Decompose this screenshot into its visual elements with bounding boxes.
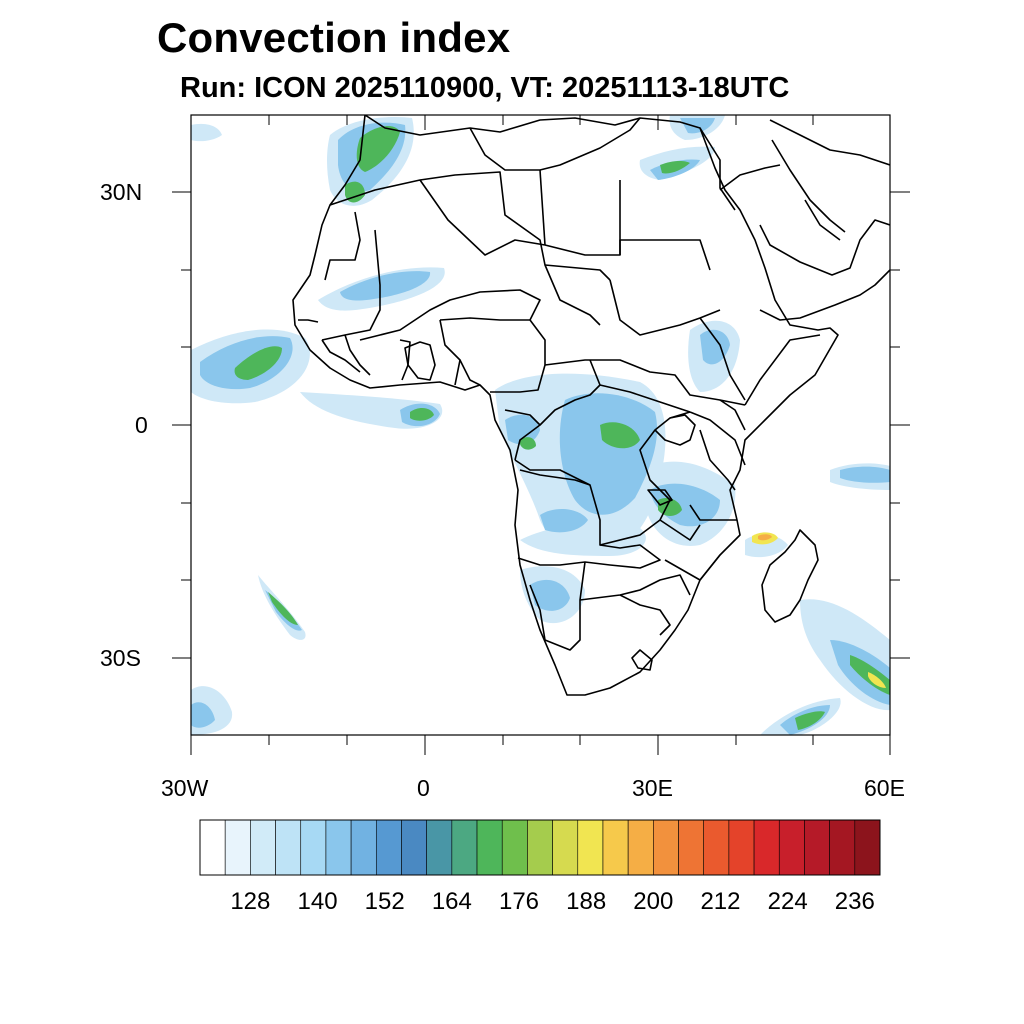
colorbar-cell bbox=[602, 819, 629, 876]
colorbar-cell bbox=[501, 819, 528, 876]
colorbar-cell bbox=[552, 819, 579, 876]
colorbar-frame bbox=[199, 819, 881, 876]
colorbar-tick-label: 200 bbox=[633, 888, 674, 915]
convection-field bbox=[191, 115, 890, 735]
colorbar-cell bbox=[627, 819, 654, 876]
x-tick-label: 30W bbox=[161, 775, 209, 801]
colorbar-cell bbox=[451, 819, 478, 876]
map-title: Convection index bbox=[157, 14, 511, 61]
colorbar-cell bbox=[300, 819, 327, 876]
colorbar-cell bbox=[653, 819, 679, 876]
x-tick-label: 0 bbox=[417, 775, 430, 801]
colorbar-cell bbox=[804, 819, 830, 876]
colorbar bbox=[199, 819, 881, 876]
colorbar-cell bbox=[325, 819, 352, 876]
colorbar-cell bbox=[476, 819, 503, 876]
colorbar-cell bbox=[401, 819, 427, 876]
colorbar-cell bbox=[778, 819, 805, 876]
colorbar-cell bbox=[350, 819, 377, 876]
colorbar-cell bbox=[527, 819, 553, 876]
y-tick-label: 30N bbox=[100, 179, 143, 205]
colorbar-cell bbox=[250, 819, 276, 876]
y-tick-label: 30S bbox=[100, 645, 141, 671]
colorbar-cell bbox=[577, 819, 604, 876]
axis-ticks bbox=[172, 115, 910, 755]
colorbar-tick-label: 164 bbox=[431, 888, 472, 915]
colorbar-cell bbox=[678, 819, 705, 876]
colorbar-cell bbox=[728, 819, 755, 876]
colorbar-tick-label: 188 bbox=[566, 888, 607, 915]
x-tick-label: 30E bbox=[632, 775, 673, 801]
colorbar-tick-label: 128 bbox=[230, 888, 271, 915]
colorbar-tick-label: 224 bbox=[767, 888, 808, 915]
colorbar-cell bbox=[275, 819, 302, 876]
colorbar-cell bbox=[703, 819, 730, 876]
colorbar-cell bbox=[199, 819, 226, 876]
x-tick-label: 60E bbox=[864, 775, 905, 801]
colorbar-tick-label: 140 bbox=[297, 888, 338, 915]
colorbar-cell bbox=[375, 819, 402, 876]
colorbar-cell bbox=[854, 819, 881, 876]
colorbar-cell bbox=[753, 819, 780, 876]
colorbar-tick-label: 152 bbox=[364, 888, 405, 915]
colorbar-cell bbox=[829, 819, 856, 876]
colorbar-cell bbox=[224, 819, 251, 876]
colorbar-tick-label: 236 bbox=[834, 888, 875, 915]
coastlines bbox=[292, 115, 890, 696]
y-tick-label: 0 bbox=[135, 412, 148, 438]
colorbar-tick-label: 212 bbox=[700, 888, 741, 915]
colorbar-cell bbox=[426, 819, 453, 876]
map-subtitle: Run: ICON 2025110900, VT: 20251113-18UTC bbox=[180, 72, 790, 104]
colorbar-tick-label: 176 bbox=[498, 888, 540, 915]
